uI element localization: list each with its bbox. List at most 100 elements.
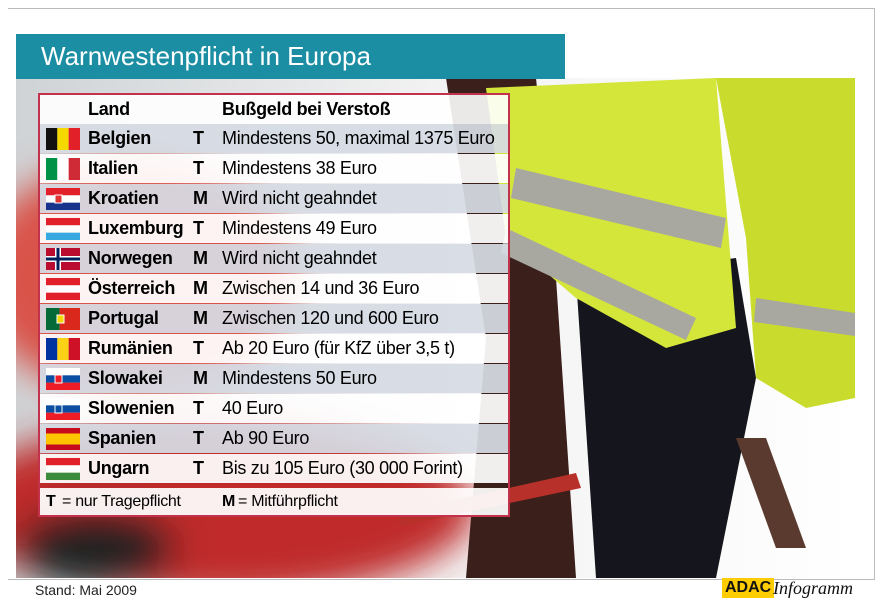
table-row: Slowakei M Mindestens 50 Euro (40, 364, 508, 393)
flag-part (46, 465, 80, 473)
flag-part (46, 458, 80, 466)
flag (46, 308, 80, 330)
flag-part (46, 202, 80, 210)
country: Luxemburg (88, 218, 184, 238)
title: Warnwestenpflicht in Europa (16, 34, 565, 79)
table-row: Italien T Mindestens 38 Euro (40, 154, 508, 183)
flag-part (46, 412, 80, 420)
fine: Wird nicht geahndet (222, 248, 377, 268)
table-row: Luxemburg T Mindestens 49 Euro (40, 214, 508, 243)
frame (8, 8, 875, 580)
flag-part (57, 338, 69, 360)
table-row: Norwegen M Wird nicht geahndet (40, 244, 508, 273)
table-row: Kroatien M Wird nicht geahndet (40, 184, 508, 213)
fine: 40 Euro (222, 398, 283, 418)
flag-part (57, 128, 69, 150)
requirement-code: M (193, 248, 208, 268)
flag-part (46, 382, 80, 390)
fine: Mindestens 50, maximal 1375 Euro (222, 128, 495, 148)
country: Portugal (88, 308, 159, 328)
flag-part (59, 308, 80, 330)
product-name: Infogramm (773, 578, 853, 598)
flag-emblem (54, 374, 63, 384)
country: Spanien (88, 428, 156, 448)
flag-part (46, 218, 80, 226)
requirement-code: T (193, 428, 204, 448)
flag-part (46, 225, 80, 233)
flag-part (46, 308, 60, 330)
requirement-code: T (193, 338, 204, 358)
country: Slowakei (88, 368, 163, 388)
fine: Bis zu 105 Euro (30 000 Forint) (222, 458, 463, 478)
fine: Ab 90 Euro (222, 428, 310, 448)
flag-part (46, 278, 80, 286)
flag-part (46, 405, 80, 413)
requirement-code: M (193, 278, 208, 298)
country: Rumänien (88, 338, 173, 358)
flag-part (46, 232, 80, 240)
country: Belgien (88, 128, 151, 148)
flag (46, 188, 80, 210)
table-row: Portugal M Zwischen 120 und 600 Euro (40, 304, 508, 333)
flag-part (46, 158, 58, 180)
legend-text: = nur Tragepflicht (62, 493, 181, 510)
table-row: Ungarn T Bis zu 105 Euro (30 000 Forint) (40, 454, 508, 483)
flag (46, 338, 80, 360)
fine: Mindestens 38 Euro (222, 158, 377, 178)
flag (46, 278, 80, 300)
header-row: Land Bußgeld bei Verstoß (40, 95, 508, 124)
flag-part (68, 128, 80, 150)
flag-part (46, 398, 80, 406)
fine: Zwischen 120 und 600 Euro (222, 308, 439, 328)
table-row: Spanien T Ab 90 Euro (40, 424, 508, 453)
requirement-code: T (193, 458, 204, 478)
flag-part (46, 285, 80, 293)
table-row: Rumänien T Ab 20 Euro (für KfZ über 3,5 t) (40, 334, 508, 363)
legend-key: T (46, 493, 56, 510)
table-row: Slowenien T 40 Euro (40, 394, 508, 423)
country: Italien (88, 158, 138, 178)
flag-part (68, 158, 80, 180)
column-header: Bußgeld bei Verstoß (222, 99, 391, 119)
fine: Wird nicht geahndet (222, 188, 377, 208)
flag-emblem (56, 314, 65, 324)
country: Österreich (88, 278, 176, 298)
fine: Zwischen 14 und 36 Euro (222, 278, 420, 298)
flag-part (46, 338, 58, 360)
flag-part (46, 188, 80, 196)
country: Slowenien (88, 398, 175, 418)
flag-part (46, 444, 80, 450)
country: Ungarn (88, 458, 150, 478)
requirement-code: T (193, 398, 204, 418)
table: Land Bußgeld bei Verstoß Belgien T Mindest… (38, 93, 510, 517)
requirement-code: M (193, 188, 208, 208)
flag (46, 398, 80, 420)
flag (46, 248, 80, 270)
flag-part (46, 433, 80, 445)
flag-part (46, 195, 80, 203)
flag-emblem (54, 194, 63, 204)
fine: Mindestens 50 Euro (222, 368, 377, 388)
flag (46, 218, 80, 240)
country: Kroatien (88, 188, 159, 208)
flag-part (46, 292, 80, 300)
requirement-code: T (193, 218, 204, 238)
flag-part (46, 128, 58, 150)
legend-key: M (222, 493, 236, 510)
flag-part (46, 472, 80, 480)
source-note: Stand: Mai 2009 (35, 582, 137, 598)
flag-part (57, 158, 69, 180)
table-row: Belgien T Mindestens 50, maximal 1375 Euro (40, 124, 508, 153)
flag-part (46, 428, 80, 434)
flag-emblem (54, 404, 63, 414)
requirement-code: M (193, 308, 208, 328)
flag-part (68, 338, 80, 360)
legend-text: = Mitführpflicht (238, 493, 338, 510)
brand-logo: ADAC (722, 578, 775, 598)
country: Norwegen (88, 248, 173, 268)
requirement-code: T (193, 128, 204, 148)
flag (46, 458, 80, 480)
flag (46, 158, 80, 180)
table-row: Österreich M Zwischen 14 und 36 Euro (40, 274, 508, 303)
